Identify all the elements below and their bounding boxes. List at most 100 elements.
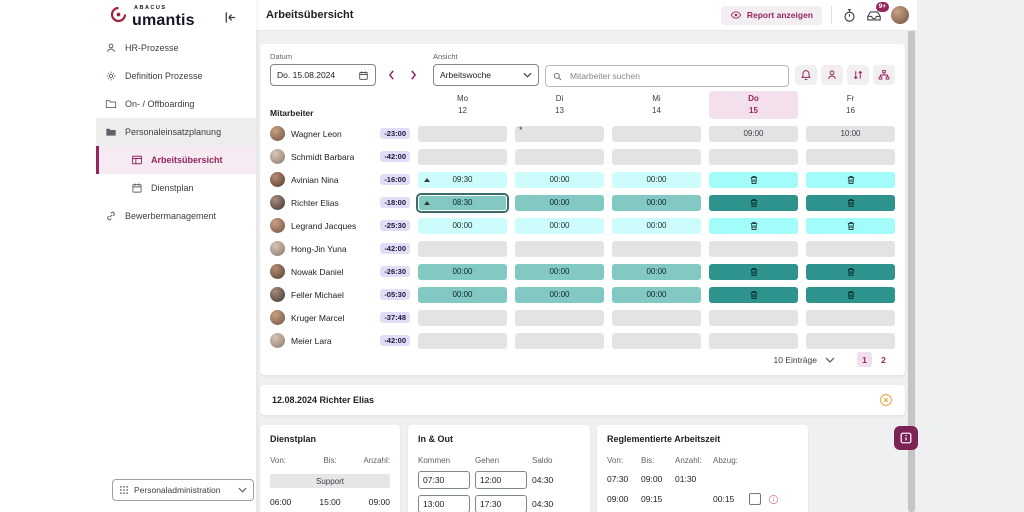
employee[interactable]: Meier Lara bbox=[270, 333, 356, 348]
user-avatar[interactable] bbox=[891, 6, 909, 24]
sidebar-item-personaleinsatzplanung[interactable]: Personaleinsatzplanung bbox=[96, 118, 256, 146]
shift-cell[interactable]: 00:00 bbox=[515, 217, 604, 234]
help-info-button[interactable] bbox=[894, 426, 918, 450]
report-button[interactable]: Report anzeigen bbox=[720, 5, 822, 25]
shift-cell[interactable] bbox=[612, 240, 701, 257]
shift-cell[interactable]: 00:00 bbox=[515, 171, 604, 188]
employee[interactable]: Avinian Nina bbox=[270, 172, 356, 187]
shift-cell[interactable]: 00:00 bbox=[515, 286, 604, 303]
module-select[interactable]: Personaladministration bbox=[112, 479, 254, 501]
scrollbar-thumb[interactable] bbox=[908, 30, 915, 512]
kommen-input[interactable] bbox=[418, 471, 470, 489]
shift-cell[interactable]: 00:00 bbox=[418, 286, 507, 303]
chevron-down-icon[interactable] bbox=[825, 357, 835, 363]
shift-cell[interactable]: 00:00 bbox=[418, 217, 507, 234]
shift-cell[interactable] bbox=[709, 332, 798, 349]
shift-cell[interactable]: 00:00 bbox=[515, 194, 604, 211]
shift-cell[interactable]: 00:00 bbox=[612, 263, 701, 280]
employee[interactable]: Feller Michael bbox=[270, 287, 356, 302]
shift-cell[interactable]: 10:00 bbox=[806, 125, 895, 142]
kommen-input[interactable] bbox=[418, 495, 470, 512]
shift-cell[interactable]: 09:30 bbox=[418, 171, 507, 188]
shift-cell[interactable] bbox=[806, 263, 895, 280]
day-column-mo[interactable]: Mo 12 bbox=[418, 93, 507, 117]
close-icon[interactable] bbox=[879, 393, 893, 407]
shift-cell[interactable]: 00:00 bbox=[612, 286, 701, 303]
shift-cell[interactable] bbox=[418, 148, 507, 165]
shift-cell[interactable] bbox=[806, 332, 895, 349]
employee[interactable]: Kruger Marcel bbox=[270, 310, 356, 325]
employee[interactable]: Hong-Jin Yuna bbox=[270, 241, 356, 256]
page-button-2[interactable]: 2 bbox=[881, 354, 886, 365]
scrollbar-track[interactable] bbox=[907, 30, 916, 512]
page-button-1[interactable]: 1 bbox=[857, 352, 872, 367]
sidebar-item-bewerbermanagement[interactable]: Bewerbermanagement bbox=[96, 202, 256, 230]
shift-cell[interactable] bbox=[806, 309, 895, 326]
shift-cell[interactable] bbox=[806, 217, 895, 234]
gehen-input[interactable] bbox=[475, 471, 527, 489]
shift-cell[interactable] bbox=[709, 171, 798, 188]
shift-cell[interactable]: * bbox=[515, 125, 604, 142]
employee[interactable]: Wagner Leon bbox=[270, 126, 356, 141]
shift-cell[interactable] bbox=[806, 171, 895, 188]
employee-filter-button[interactable] bbox=[821, 65, 843, 85]
shift-cell[interactable] bbox=[709, 263, 798, 280]
shift-cell[interactable] bbox=[709, 194, 798, 211]
sidebar-item-definition-prozesse[interactable]: Definition Prozesse bbox=[96, 62, 256, 90]
sidebar-item-arbeits-bersicht[interactable]: Arbeitsübersicht bbox=[96, 146, 256, 174]
shift-cell[interactable] bbox=[515, 148, 604, 165]
prev-day-button[interactable] bbox=[382, 65, 401, 85]
day-column-di[interactable]: Di 13 bbox=[515, 93, 604, 117]
sidebar-item-on-offboarding[interactable]: On- / Offboarding bbox=[96, 90, 256, 118]
employee[interactable]: Legrand Jacques bbox=[270, 218, 356, 233]
shift-cell[interactable] bbox=[418, 332, 507, 349]
shift-cell[interactable] bbox=[709, 148, 798, 165]
date-picker[interactable]: Do. 15.08.2024 bbox=[270, 64, 376, 86]
shift-cell[interactable] bbox=[709, 217, 798, 234]
shift-cell[interactable] bbox=[515, 240, 604, 257]
shift-cell[interactable] bbox=[515, 332, 604, 349]
sidebar-collapse-icon[interactable] bbox=[222, 9, 238, 25]
gehen-input[interactable] bbox=[475, 495, 527, 512]
org-chart-button[interactable] bbox=[873, 65, 895, 85]
info-circle-icon[interactable] bbox=[767, 493, 779, 505]
shift-cell[interactable] bbox=[806, 148, 895, 165]
deduction-checkbox[interactable] bbox=[749, 493, 761, 505]
sidebar-item-hr-prozesse[interactable]: HR-Prozesse bbox=[96, 34, 256, 62]
day-column-mi[interactable]: Mi 14 bbox=[612, 93, 701, 117]
next-day-button[interactable] bbox=[404, 65, 423, 85]
employee[interactable]: Schmidt Barbara bbox=[270, 149, 356, 164]
shift-cell[interactable]: 00:00 bbox=[612, 171, 701, 188]
shift-cell[interactable] bbox=[515, 309, 604, 326]
shift-cell[interactable]: 00:00 bbox=[515, 263, 604, 280]
shift-cell[interactable] bbox=[612, 148, 701, 165]
employee[interactable]: Nowak Daniel bbox=[270, 264, 356, 279]
shift-cell[interactable] bbox=[709, 240, 798, 257]
shift-cell[interactable] bbox=[806, 286, 895, 303]
shift-cell[interactable] bbox=[612, 332, 701, 349]
shift-cell[interactable]: 09:00 bbox=[709, 125, 798, 142]
search-input[interactable] bbox=[568, 70, 782, 82]
stopwatch-icon[interactable] bbox=[841, 7, 857, 23]
shift-cell[interactable] bbox=[709, 309, 798, 326]
day-column-do[interactable]: Do 15 bbox=[709, 91, 798, 119]
shift-cell[interactable]: 00:00 bbox=[418, 263, 507, 280]
shift-cell[interactable]: 00:00 bbox=[612, 217, 701, 234]
shift-cell[interactable] bbox=[418, 240, 507, 257]
shift-cell[interactable] bbox=[418, 309, 507, 326]
sidebar-item-dienstplan[interactable]: Dienstplan bbox=[96, 174, 256, 202]
shift-cell[interactable]: 00:00 bbox=[612, 194, 701, 211]
shift-cell[interactable]: 08:30 bbox=[418, 194, 507, 211]
employee[interactable]: Richter Elias bbox=[270, 195, 356, 210]
shift-cell[interactable] bbox=[709, 286, 798, 303]
shift-cell[interactable] bbox=[418, 125, 507, 142]
inbox-icon[interactable]: 9+ bbox=[866, 2, 889, 23]
sort-button[interactable] bbox=[847, 65, 869, 85]
alerts-filter-button[interactable] bbox=[795, 65, 817, 85]
day-column-fr[interactable]: Fr 16 bbox=[806, 93, 895, 117]
view-select[interactable]: Arbeitswoche bbox=[433, 64, 539, 86]
shift-cell[interactable] bbox=[806, 194, 895, 211]
shift-cell[interactable] bbox=[806, 240, 895, 257]
shift-cell[interactable] bbox=[612, 125, 701, 142]
shift-cell[interactable] bbox=[612, 309, 701, 326]
